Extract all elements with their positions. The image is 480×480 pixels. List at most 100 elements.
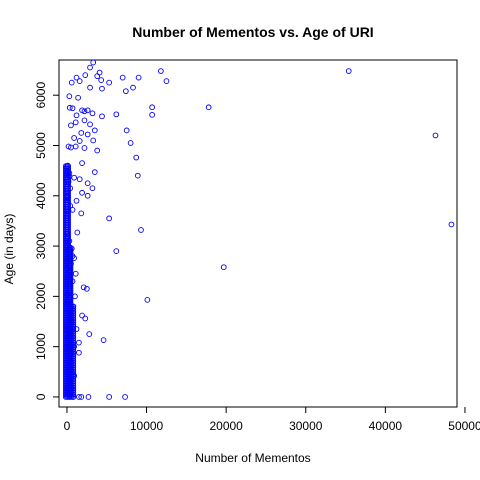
data-point xyxy=(113,248,120,254)
data-point xyxy=(64,345,71,352)
y-tick-label: 3000 xyxy=(34,232,48,259)
data-point xyxy=(64,193,71,200)
data-point xyxy=(73,197,80,204)
y-axis: 0 1000 2000 3000 4000 5000 6000 xyxy=(34,82,60,400)
data-point xyxy=(64,323,71,330)
data-point xyxy=(119,74,126,81)
data-point xyxy=(73,74,80,81)
data-point xyxy=(64,363,71,370)
data-point xyxy=(84,192,91,199)
data-point xyxy=(106,394,113,400)
data-point xyxy=(68,79,75,86)
data-point xyxy=(76,349,82,356)
data-point xyxy=(158,68,164,74)
x-tick-label: 20000 xyxy=(209,419,243,433)
data-point xyxy=(64,273,71,280)
data-point xyxy=(64,369,71,376)
data-point xyxy=(432,132,439,139)
data-point xyxy=(76,394,82,400)
plot-frame xyxy=(58,59,458,408)
data-point xyxy=(69,207,76,213)
data-point xyxy=(123,88,129,95)
data-point xyxy=(89,185,96,192)
data-point xyxy=(67,202,73,209)
data-point xyxy=(72,119,79,126)
data-point xyxy=(98,77,105,83)
data-point xyxy=(65,298,72,305)
data-point xyxy=(345,68,352,74)
data-point xyxy=(79,160,85,166)
x-tick-label: 0 xyxy=(64,419,71,433)
data-point xyxy=(70,394,77,400)
data-point xyxy=(138,227,144,233)
y-tick-label: 1000 xyxy=(34,333,48,360)
data-point xyxy=(69,278,76,285)
data-point xyxy=(163,78,170,84)
data-point xyxy=(91,169,98,176)
y-axis-label: Age (in days) xyxy=(2,214,16,285)
data-point xyxy=(90,59,97,66)
data-point xyxy=(64,353,71,360)
data-point xyxy=(72,270,79,277)
data-points xyxy=(62,59,455,400)
data-point xyxy=(76,78,83,84)
data-point xyxy=(86,331,93,337)
data-point xyxy=(69,105,76,112)
data-point xyxy=(76,339,82,346)
data-point xyxy=(68,260,74,267)
data-point xyxy=(106,215,113,222)
data-point xyxy=(99,113,105,120)
data-point xyxy=(87,64,93,71)
data-point xyxy=(64,291,71,297)
data-point xyxy=(122,394,128,400)
data-point xyxy=(149,111,155,118)
data-point xyxy=(127,140,134,146)
data-point xyxy=(220,264,227,271)
data-point xyxy=(85,394,92,400)
data-point xyxy=(66,268,73,275)
data-point xyxy=(73,326,80,332)
data-point xyxy=(75,94,81,101)
data-point xyxy=(67,185,73,192)
data-point xyxy=(65,250,72,257)
data-point xyxy=(78,394,85,400)
data-point xyxy=(65,178,72,185)
data-point xyxy=(74,229,81,236)
data-point xyxy=(76,176,83,183)
data-point xyxy=(84,285,90,292)
data-point xyxy=(134,172,141,179)
data-point xyxy=(84,180,91,187)
data-point xyxy=(66,379,73,385)
data-point xyxy=(135,74,142,81)
data-point xyxy=(68,245,75,252)
data-point xyxy=(100,337,107,343)
y-tick-label: 0 xyxy=(34,393,48,400)
x-tick-label: 30000 xyxy=(289,419,323,433)
data-point xyxy=(66,170,73,177)
data-point xyxy=(68,122,74,129)
data-point xyxy=(144,297,151,303)
x-axis-label: Number of Mementos xyxy=(195,451,310,465)
data-point xyxy=(89,110,96,117)
data-point xyxy=(448,221,455,228)
data-point xyxy=(71,135,77,141)
data-point xyxy=(79,312,85,319)
data-point xyxy=(80,284,87,291)
data-point xyxy=(67,358,73,365)
y-tick-label: 4000 xyxy=(34,182,48,209)
data-point xyxy=(64,162,71,169)
data-point xyxy=(78,210,85,217)
data-point xyxy=(71,343,77,350)
data-point xyxy=(66,238,73,244)
data-point xyxy=(79,189,85,196)
data-point xyxy=(130,84,136,91)
data-point xyxy=(72,143,79,150)
x-tick-label: 40000 xyxy=(369,419,403,433)
data-point xyxy=(149,104,155,111)
data-point xyxy=(90,137,97,144)
data-point xyxy=(65,208,72,214)
data-point xyxy=(99,85,105,92)
data-point xyxy=(113,111,120,118)
